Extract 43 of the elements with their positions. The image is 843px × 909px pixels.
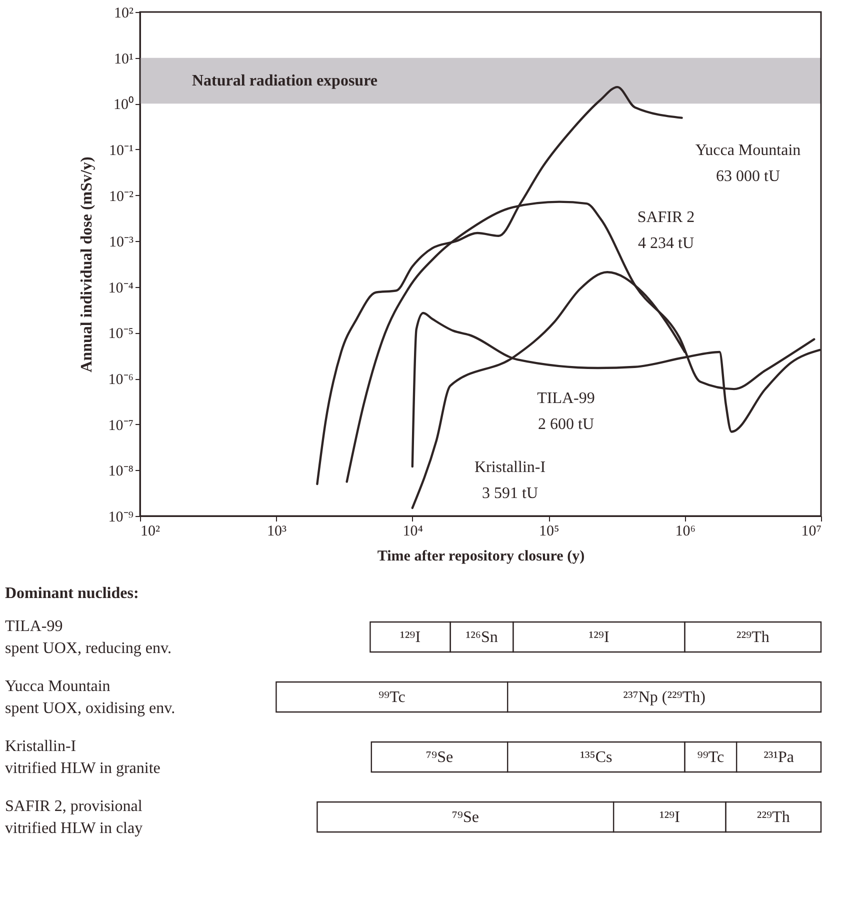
data-label: ²³¹Pa (764, 749, 794, 766)
y-tick-label: 10⁻⁵ (108, 326, 134, 342)
category-label: SAFIR 2, provisional vitrified HLW in clay (5, 798, 143, 837)
data-label: ²²⁹Th (756, 809, 790, 826)
y-tick-label: 10⁻⁸ (108, 464, 134, 480)
series-label: SAFIR 2 4 234 tU (637, 209, 695, 252)
category-label: Yucca Mountain spent UOX, oxidising env. (5, 678, 176, 717)
y-tick-label: 10⁻⁹ (108, 510, 134, 526)
y-tick-label: 10⁻⁷ (108, 418, 134, 434)
series-label: TILA-99 2 600 tU (537, 390, 595, 433)
x-tick-label: 10⁵ (538, 524, 560, 540)
y-tick-label: 10⁻⁶ (108, 372, 134, 388)
data-label: ⁷⁹Se (426, 749, 454, 766)
data-label: ¹²⁹I (400, 629, 421, 646)
data-label: ⁹⁹Tc (378, 689, 406, 706)
data-label: ⁹⁹Tc (697, 749, 724, 766)
data-label: ⁷⁹Se (452, 809, 479, 826)
y-tick-label: 10⁻³ (109, 234, 134, 251)
y-tick-label: 10⁻¹ (109, 142, 134, 159)
data-label: ²³⁷Np (²²⁹Th) (623, 689, 706, 706)
text: Kristallin-I 3 591 tU (474, 459, 546, 502)
x-axis-title: Time after repository closure (y) (377, 548, 585, 564)
y-tick-label: 10⁻² (109, 188, 134, 205)
y-tick-label: 10⁻⁴ (108, 280, 134, 296)
y-tick-label: 10² (114, 6, 134, 22)
category-label: Kristallin-I vitrified HLW in granite (5, 738, 160, 777)
x-tick-label: 10⁴ (402, 524, 424, 540)
chart-title: Dominant nuclides: (5, 585, 139, 602)
series-label: Yucca Mountain 63 000 tU (695, 142, 801, 185)
data-label: ¹²⁹I (588, 629, 610, 646)
x-tick-label: 10² (140, 524, 160, 540)
data-label: ²²⁹Th (736, 629, 770, 646)
y-axis-title: Annual individual dose (mSv/y) (78, 156, 96, 372)
data-label: ¹²⁹I (659, 809, 680, 826)
y-tick-label: 10¹ (114, 51, 134, 68)
x-tick-label: 10⁷ (801, 524, 822, 540)
x-tick-label: 10⁶ (675, 524, 696, 540)
data-label: ¹²⁶Sn (466, 629, 498, 646)
category-label: TILA-99 spent UOX, reducing env. (5, 618, 172, 657)
x-tick-label: 10³ (266, 524, 287, 540)
band-label: Natural radiation exposure (192, 72, 378, 90)
y-tick-label: 10⁰ (114, 96, 134, 114)
data-label: ¹³⁵Cs (580, 749, 612, 766)
